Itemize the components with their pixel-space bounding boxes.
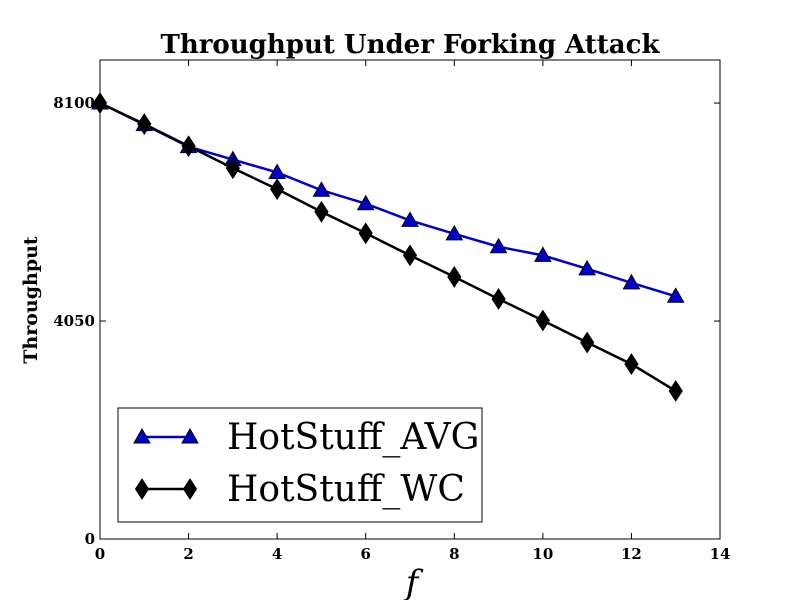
data-point [401, 211, 419, 227]
data-point [314, 200, 329, 223]
legend-marker [133, 427, 151, 444]
legend-entry: HotStuff_WC [134, 469, 465, 510]
y-tick-label: 0 [85, 530, 95, 548]
y-tick-label: 4050 [53, 312, 95, 330]
legend-label: HotStuff_WC [227, 469, 465, 510]
x-tick-label: 10 [532, 545, 553, 563]
data-point [312, 181, 331, 197]
data-point [137, 113, 152, 135]
x-axis-label: f [403, 563, 424, 600]
data-point [358, 222, 373, 245]
x-tick-label: 14 [710, 545, 731, 563]
data-point [447, 265, 462, 288]
data-point [445, 224, 464, 241]
legend-label: HotStuff_AVG [227, 417, 479, 458]
x-tick-label: 2 [183, 545, 193, 563]
x-tick-label: 6 [360, 545, 370, 563]
data-point [533, 246, 552, 262]
legend-box [117, 407, 483, 523]
legend-marker [181, 427, 199, 444]
chart-title: Throughput Under Forking Attack [160, 30, 660, 60]
y-axis-label: Throughput [20, 236, 42, 364]
data-point [270, 178, 285, 201]
data-point [624, 353, 639, 376]
data-point [535, 309, 550, 332]
data-point [578, 259, 597, 276]
data-point [491, 288, 506, 310]
data-point [181, 135, 196, 158]
data-point [668, 380, 683, 402]
data-point [489, 237, 508, 254]
data-point [666, 287, 685, 303]
legend-marker [134, 478, 150, 500]
data-point [622, 273, 641, 290]
x-tick-label: 4 [272, 545, 282, 563]
data-point [356, 194, 375, 211]
legend: HotStuff_AVG HotStuff_WC [117, 407, 483, 523]
series-hotstuff-wc [92, 92, 683, 402]
series-line [99, 101, 677, 393]
x-tick-label: 0 [95, 545, 105, 563]
data-point [225, 157, 240, 180]
data-point [92, 92, 108, 114]
series-layer [91, 92, 685, 402]
axis-ticks: 0 2 4 6 8 10 12 14 0 4050 8100 [53, 60, 730, 563]
x-tick-label: 8 [449, 545, 459, 563]
data-point [402, 244, 418, 267]
legend-marker [182, 478, 198, 500]
data-point [580, 331, 595, 354]
legend-entry: HotStuff_AVG [133, 417, 479, 458]
x-tick-label: 12 [621, 545, 642, 563]
y-tick-label: 8100 [53, 94, 95, 112]
